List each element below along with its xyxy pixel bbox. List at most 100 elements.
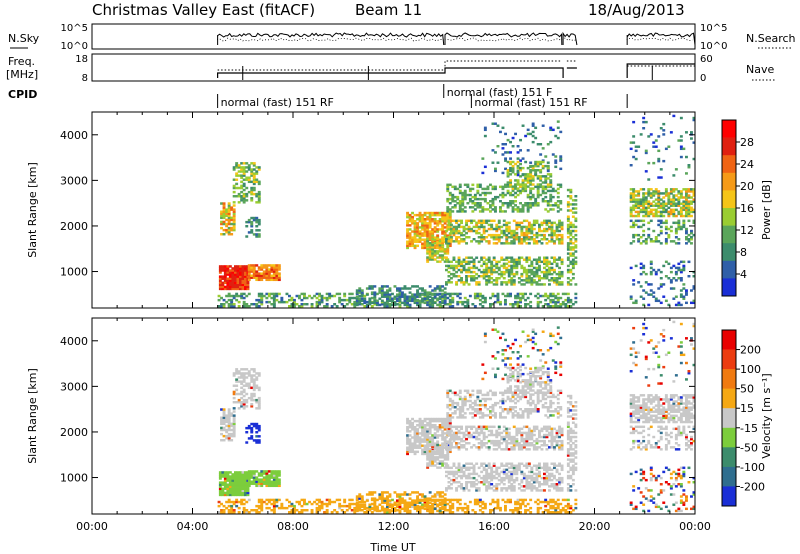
power-cell-2216 bbox=[486, 185, 490, 189]
power-cell-295 bbox=[232, 186, 236, 190]
velocity-cell-276 bbox=[230, 424, 234, 428]
power-cell-1432 bbox=[457, 260, 461, 264]
power-cell-700 bbox=[433, 296, 437, 300]
power-cell-937 bbox=[383, 301, 387, 305]
velocity-cell-999 bbox=[411, 503, 415, 506]
power-cell-2289 bbox=[519, 210, 523, 213]
power-cell-1778 bbox=[447, 219, 451, 223]
power-cell-1045 bbox=[431, 299, 435, 303]
power-cell-1690 bbox=[538, 266, 541, 270]
power-cell-2533 bbox=[524, 179, 528, 182]
power-cell-1598 bbox=[510, 266, 514, 270]
power-cell-3166 bbox=[692, 299, 696, 303]
power-cell-751 bbox=[473, 294, 477, 298]
power-cell-2044 bbox=[543, 221, 546, 225]
power-cell-2964 bbox=[634, 233, 638, 237]
power-cell-2739 bbox=[637, 198, 641, 201]
power-cell-833 bbox=[544, 294, 548, 298]
velocity-cell-15 bbox=[221, 483, 225, 486]
velocity-cell-10 bbox=[218, 471, 222, 474]
power-cell-1316 bbox=[448, 211, 452, 215]
power-cell-2867 bbox=[672, 212, 676, 216]
power-cell-1882 bbox=[487, 233, 491, 237]
power-cell-1757 bbox=[558, 258, 562, 261]
power-cell-2986 bbox=[647, 227, 651, 231]
power-cell-2927 bbox=[687, 212, 691, 216]
power-cell-2697 bbox=[574, 207, 578, 210]
power-cell-2996 bbox=[657, 240, 661, 243]
power-cell-2700 bbox=[574, 195, 578, 198]
power-cell-333 bbox=[242, 195, 246, 198]
power-cell-1657 bbox=[527, 256, 531, 259]
power-cell-1565 bbox=[500, 256, 504, 259]
power-cell-1366 bbox=[438, 244, 442, 247]
power-cell-1299 bbox=[446, 215, 450, 219]
power-cell-472 bbox=[245, 294, 249, 298]
power-cell-2982 bbox=[644, 240, 648, 243]
velocity-cell-348 bbox=[245, 392, 249, 396]
power-cell-1062 bbox=[438, 289, 442, 292]
power-cell-150 bbox=[252, 276, 256, 279]
power-cell-195 bbox=[267, 268, 271, 271]
velocity-cell-613 bbox=[363, 511, 367, 514]
velocity-cell-972 bbox=[398, 493, 402, 496]
power-cell-3212 bbox=[667, 145, 671, 148]
velocity-cell-2 bbox=[218, 489, 222, 493]
power-cell-2007 bbox=[530, 231, 534, 235]
power-cell-3096 bbox=[652, 291, 656, 294]
power-cell-2656 bbox=[569, 203, 573, 206]
velocity-cell-69 bbox=[234, 483, 237, 486]
power-cell-801 bbox=[516, 296, 520, 300]
velocity-cell-1549 bbox=[495, 472, 499, 476]
cpid-label: CPID bbox=[8, 88, 37, 101]
velocity-cell-175 bbox=[260, 470, 264, 473]
velocity-cell-852 bbox=[554, 502, 558, 506]
velocity-cell-831 bbox=[544, 509, 548, 512]
velocity-cell-209 bbox=[272, 474, 276, 477]
power-cell-1843 bbox=[472, 225, 476, 229]
power-cell-2442 bbox=[526, 128, 530, 132]
power-cell-840 bbox=[549, 300, 553, 304]
velocity-cell-724 bbox=[448, 498, 452, 502]
power-cell-2071 bbox=[553, 233, 556, 237]
power-cell-826 bbox=[536, 292, 540, 296]
power-cell-2402 bbox=[496, 161, 500, 164]
power-cell-2840 bbox=[664, 204, 668, 207]
velocity-cell-1041 bbox=[428, 501, 432, 504]
power-cell-2894 bbox=[679, 214, 683, 218]
power-cell-1386 bbox=[446, 252, 450, 255]
power-cell-31 bbox=[226, 287, 230, 291]
velocity-cell-1143 bbox=[418, 444, 422, 447]
power-cell-1480 bbox=[472, 262, 476, 266]
power-cell-898 bbox=[360, 289, 364, 292]
power-cell-2571 bbox=[536, 183, 540, 186]
power-cell-1401 bbox=[447, 279, 451, 282]
velocity-cell-787 bbox=[506, 500, 510, 504]
power-cell-1866 bbox=[480, 219, 484, 223]
velocity-cell-910 bbox=[370, 507, 374, 511]
velocity-cell-1208 bbox=[428, 426, 432, 429]
power-cell-226 bbox=[277, 264, 281, 267]
velocity-cell-1059 bbox=[438, 509, 442, 513]
velocity-cell-1518 bbox=[487, 487, 491, 490]
velocity-cell-1415 bbox=[452, 474, 456, 478]
velocity-cell-118 bbox=[244, 481, 247, 484]
velocity-cell-734 bbox=[456, 498, 460, 502]
power-cell-1873 bbox=[482, 221, 486, 225]
power-cell-643 bbox=[388, 303, 392, 306]
power-cell-2667 bbox=[571, 258, 575, 261]
power-cell-2791 bbox=[649, 188, 653, 191]
power-cell-864 bbox=[561, 292, 565, 296]
power-cell-1104 bbox=[408, 213, 412, 217]
power-cell-1717 bbox=[545, 258, 549, 261]
velocity-cell-452 bbox=[232, 511, 236, 514]
power-cell-2226 bbox=[491, 200, 495, 203]
velocity-cell-1051 bbox=[433, 499, 437, 502]
power-cell-1286 bbox=[443, 218, 447, 221]
velocity-cell-1189 bbox=[426, 438, 430, 441]
power-cell-1057 bbox=[436, 287, 440, 290]
power-cell-2622 bbox=[566, 231, 570, 235]
power-cell-1208 bbox=[428, 220, 432, 223]
power-cell-2918 bbox=[685, 202, 688, 205]
power-cell-2257 bbox=[506, 206, 510, 209]
